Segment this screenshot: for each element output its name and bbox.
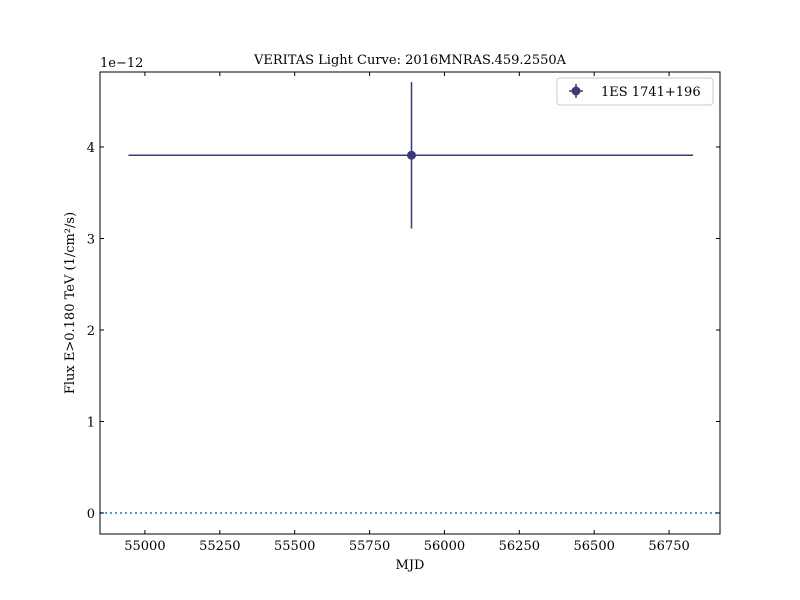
legend-box xyxy=(556,77,714,106)
x-tick-label: 55250 xyxy=(199,539,240,554)
y-tick-label: 2 xyxy=(87,324,95,339)
y-tick-label: 4 xyxy=(87,141,95,156)
axes-frame xyxy=(99,71,721,535)
x-tick-label: 56500 xyxy=(574,539,615,554)
x-axis-label: MJD xyxy=(396,558,425,573)
legend-series-label: 1ES 1741+196 xyxy=(601,85,701,100)
y-tick-label: 1 xyxy=(87,415,95,430)
data-point xyxy=(406,150,416,160)
x-tick-label: 56000 xyxy=(424,539,465,554)
x-tick-label: 55750 xyxy=(349,539,390,554)
legend-marker-dot xyxy=(571,86,581,96)
legend-marker xyxy=(569,84,583,98)
x-tick-label: 56250 xyxy=(499,539,540,554)
plot-area: 55000 55250 55500 55750 56000 56250 56500 56750… xyxy=(87,71,721,554)
y-tick-label: 3 xyxy=(87,233,95,248)
x-tick-label: 55000 xyxy=(124,539,165,554)
y-axis-offset-label: 1e−12 xyxy=(100,56,143,71)
y-tick-label: 0 xyxy=(87,507,95,522)
chart-title: VERITAS Light Curve: 2016MNRAS.459.2550A xyxy=(253,53,567,68)
legend: 1ES 1741+196 xyxy=(556,77,714,106)
x-tick-label: 55500 xyxy=(274,539,315,554)
x-tick-label: 56750 xyxy=(648,539,689,554)
y-axis-label: Flux E>0.180 TeV (1/cm²/s) xyxy=(63,212,78,394)
